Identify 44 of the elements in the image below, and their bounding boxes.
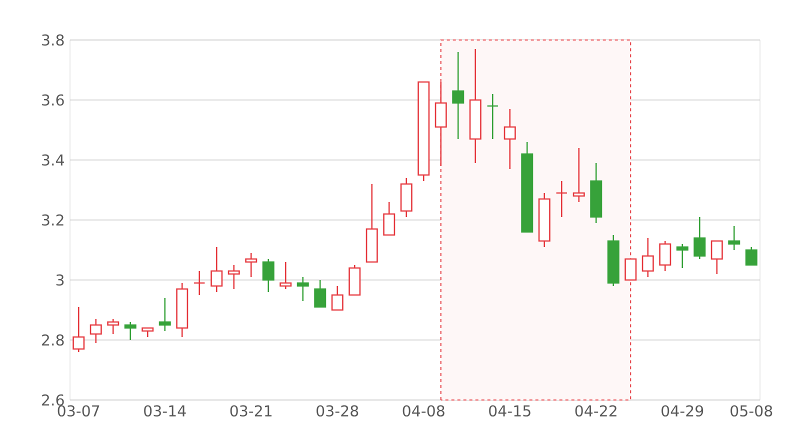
candlestick	[245, 252, 258, 278]
x-tick-label: 03-14	[144, 405, 186, 417]
x-tick-label: 05-08	[730, 405, 772, 417]
candlestick	[556, 180, 568, 218]
candlestick	[745, 246, 758, 266]
x-tick-label: 03-07	[58, 405, 100, 417]
candlestick	[90, 318, 102, 344]
candlestick	[158, 297, 171, 332]
x-tick-label: 03-28	[316, 405, 358, 417]
candlestick	[107, 318, 120, 335]
y-tick-label: 2.8	[42, 334, 64, 346]
candlestick	[262, 258, 274, 293]
candlestick	[228, 264, 240, 290]
x-tick-label: 04-29	[662, 405, 704, 417]
candlestick	[642, 237, 654, 278]
candlestick	[710, 240, 723, 275]
candlestick	[572, 147, 585, 203]
x-tick-label: 03-21	[230, 405, 272, 417]
candlestick	[728, 225, 740, 251]
candlestick	[694, 216, 706, 260]
y-tick-label: 3	[56, 274, 64, 286]
candlestick	[383, 201, 396, 236]
candlestick	[296, 276, 309, 302]
y-tick-label: 3.2	[42, 214, 64, 226]
candlestick	[193, 270, 206, 296]
candlestick	[676, 243, 688, 269]
y-tick-label: 3.8	[42, 34, 64, 46]
x-tick-label: 04-22	[575, 405, 616, 417]
candlestick	[210, 246, 223, 293]
candlestick	[452, 51, 464, 140]
candlestick	[659, 240, 672, 272]
candlestick	[124, 321, 136, 341]
y-tick-label: 2.6	[42, 394, 64, 406]
y-tick-label: 3.4	[42, 154, 64, 166]
candlestick	[72, 306, 85, 353]
candlestick	[331, 285, 344, 311]
candlestick	[504, 108, 516, 170]
candlestick	[314, 279, 326, 308]
candlestick	[280, 261, 292, 290]
candlestick	[142, 327, 154, 338]
candlestick	[486, 93, 499, 140]
x-tick-label: 04-08	[402, 405, 444, 417]
y-tick-label: 3.6	[42, 94, 64, 106]
x-tick-label: 04-15	[489, 405, 530, 417]
